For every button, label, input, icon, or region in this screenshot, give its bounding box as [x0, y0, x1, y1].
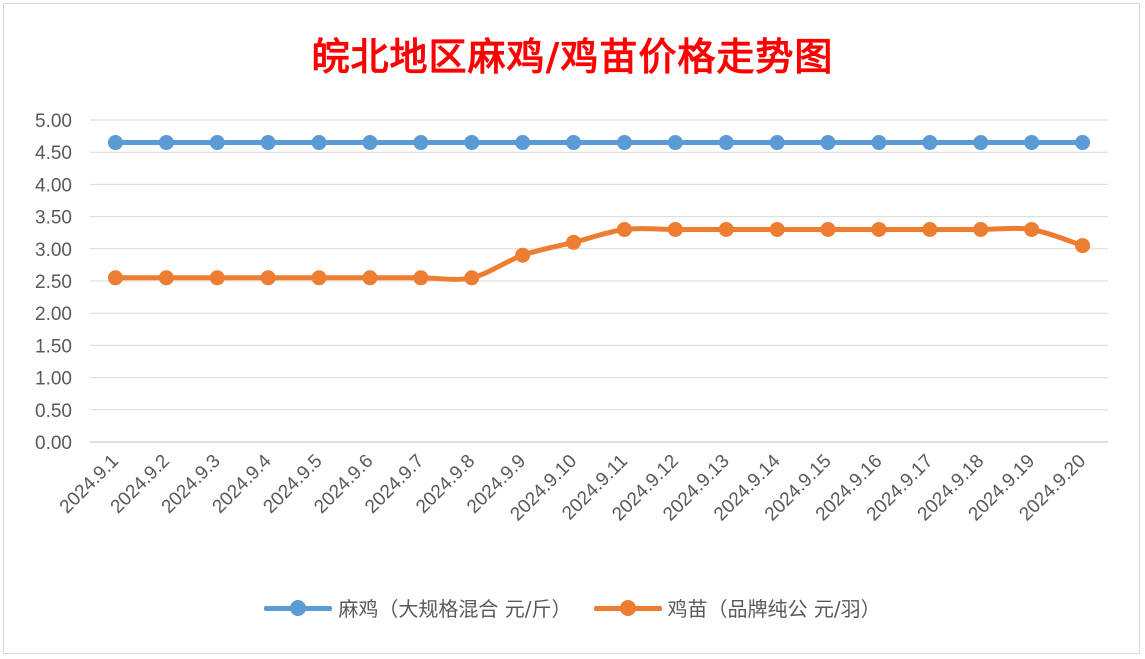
data-point-0	[260, 135, 276, 151]
data-point-0	[413, 135, 429, 151]
data-point-1	[464, 270, 480, 286]
y-tick-label: 0.00	[35, 433, 72, 454]
data-point-1	[1075, 238, 1091, 254]
data-point-0	[718, 135, 734, 151]
data-point-1	[362, 270, 378, 286]
data-point-0	[464, 135, 480, 151]
data-point-1	[158, 270, 174, 286]
data-point-1	[209, 270, 225, 286]
data-point-0	[616, 135, 632, 151]
data-point-0	[362, 135, 378, 151]
y-tick-label: 1.50	[35, 336, 72, 357]
chart-frame	[3, 3, 1140, 654]
data-point-1	[260, 270, 276, 286]
data-point-0	[566, 135, 582, 151]
data-point-0	[769, 135, 785, 151]
y-tick-label: 2.00	[35, 304, 72, 325]
legend-label-majia: 麻鸡（大规格混合 元/斤）	[338, 597, 572, 621]
data-point-1	[667, 221, 683, 237]
data-point-0	[820, 135, 836, 151]
y-tick-label: 4.00	[35, 175, 72, 196]
data-point-0	[973, 135, 989, 151]
data-point-1	[922, 221, 938, 237]
data-point-1	[871, 221, 887, 237]
data-point-0	[871, 135, 887, 151]
data-point-0	[1075, 135, 1091, 151]
y-tick-label: 3.50	[35, 208, 72, 229]
y-tick-label: 5.00	[35, 111, 72, 132]
chart-legend: 麻鸡（大规格混合 元/斤） 鸡苗（品牌纯公 元/羽）	[0, 593, 1145, 622]
chart-title: 皖北地区麻鸡/鸡苗价格走势图	[311, 34, 834, 79]
data-point-1	[311, 270, 327, 286]
data-point-1	[107, 270, 123, 286]
data-point-1	[718, 221, 734, 237]
legend-item-majia: 麻鸡（大规格混合 元/斤）	[264, 593, 572, 622]
data-point-1	[515, 247, 531, 263]
y-tick-label: 2.50	[35, 272, 72, 293]
data-point-1	[616, 221, 632, 237]
data-point-0	[1024, 135, 1040, 151]
data-point-1	[566, 234, 582, 250]
data-point-0	[311, 135, 327, 151]
data-point-0	[667, 135, 683, 151]
series-line-1	[112, 225, 1086, 282]
legend-swatch-jimiao	[593, 598, 662, 618]
data-point-1	[413, 270, 429, 286]
data-point-1	[1024, 221, 1040, 237]
data-point-1	[769, 221, 785, 237]
y-tick-label: 0.50	[35, 401, 72, 422]
data-point-1	[973, 221, 989, 237]
data-point-0	[209, 135, 225, 151]
legend-item-jimiao: 鸡苗（品牌纯公 元/羽）	[593, 593, 881, 622]
data-point-0	[158, 135, 174, 151]
legend-label-jimiao: 鸡苗（品牌纯公 元/羽）	[667, 597, 881, 621]
legend-swatch-majia	[264, 598, 333, 618]
data-point-0	[922, 135, 938, 151]
data-point-0	[515, 135, 531, 151]
data-point-0	[107, 135, 123, 151]
y-tick-label: 1.00	[35, 369, 72, 390]
y-tick-label: 4.50	[35, 143, 72, 164]
data-point-1	[820, 221, 836, 237]
y-tick-label: 3.00	[35, 240, 72, 261]
